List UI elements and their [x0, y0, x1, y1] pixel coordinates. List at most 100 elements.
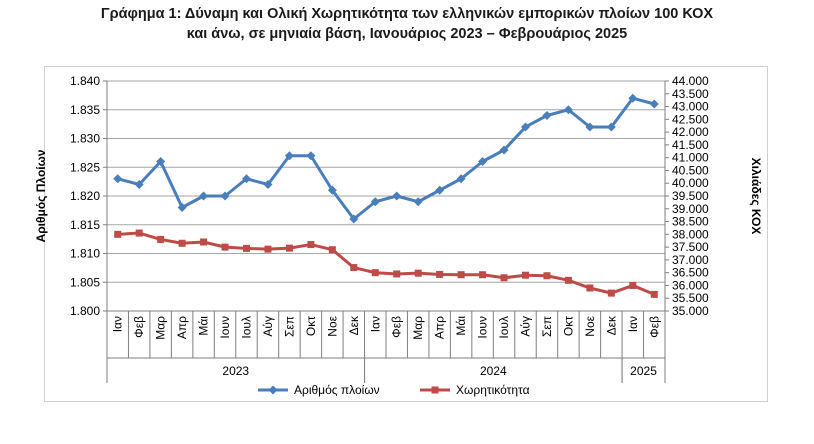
year-label: 2024: [480, 364, 507, 378]
series-point-2: [157, 235, 165, 243]
y-right-tick-label: 42.500: [672, 112, 709, 126]
legend-label: Χωρητικότητα: [456, 383, 530, 397]
series-point-2: [479, 271, 487, 279]
series-point-2: [371, 269, 379, 277]
x-tick-label: Αύγ: [519, 316, 533, 337]
series-point-2: [135, 229, 143, 237]
y-right-tick-label: 38.000: [672, 227, 709, 241]
x-tick-label: Δεκ: [347, 315, 361, 335]
series-point-2: [285, 244, 293, 252]
series-point-1: [242, 174, 251, 184]
x-tick-label: Ιαν: [626, 316, 640, 332]
y-left-tick-label: 1.800: [70, 304, 100, 318]
chart-title-line1: Γράφημα 1: Δύναμη και Ολική Χωρητικότητα…: [100, 6, 714, 22]
y-right-tick-label: 40.500: [672, 163, 709, 177]
y-right-tick-label: 37.000: [672, 253, 709, 267]
legend-swatch-marker: [268, 385, 278, 395]
series-point-2: [586, 284, 594, 292]
legend-label: Αριθμός πλοίων: [294, 383, 380, 397]
x-tick-label: Απρ: [175, 316, 189, 339]
series-point-2: [350, 264, 358, 272]
y-right-tick-label: 41.000: [672, 151, 709, 165]
series-point-1: [156, 157, 166, 166]
y-right-axis-title: Χιλιάδες ΚΟΧ: [749, 158, 763, 235]
series-point-1: [392, 191, 402, 201]
series-point-1: [606, 122, 616, 132]
x-tick-label: Σεπ: [282, 316, 296, 337]
chart-title-line2: και άνω, σε μηνιαία βάση, Ιανουάριος 202…: [186, 26, 628, 42]
series-point-2: [500, 274, 508, 282]
y-right-tick-label: 42.000: [672, 125, 709, 139]
y-right-tick-label: 39.500: [672, 189, 709, 203]
y-right-tick-label: 35.000: [672, 304, 709, 318]
series-point-1: [563, 105, 573, 115]
x-tick-label: Αύγ: [261, 316, 275, 337]
series-point-1: [306, 151, 316, 161]
series-point-2: [114, 230, 122, 238]
series-point-2: [564, 276, 572, 284]
x-tick-label: Νοε: [325, 315, 339, 336]
series-point-2: [393, 270, 401, 278]
y-right-tick-label: 35.500: [672, 291, 709, 305]
chart-frame: [44, 66, 768, 402]
x-tick-label: Ιουν: [218, 316, 232, 339]
y-right-tick-label: 37.500: [672, 240, 709, 254]
series-point-1: [521, 122, 530, 132]
x-tick-label: Φεβ: [647, 316, 661, 338]
series-point-1: [542, 111, 552, 120]
x-tick-label: Φεβ: [390, 316, 404, 338]
y-left-tick-label: 1.820: [70, 189, 100, 203]
y-right-tick-label: 39.000: [672, 202, 709, 216]
y-left-tick-label: 1.840: [70, 74, 100, 88]
x-tick-label: Μάι: [197, 316, 211, 336]
x-tick-label: Ιουν: [476, 316, 490, 339]
series-point-1: [220, 191, 230, 201]
year-label: 2023: [222, 364, 249, 378]
y-right-tick-label: 36.500: [672, 266, 709, 280]
series-point-1: [113, 174, 123, 184]
y-right-tick-label: 36.000: [672, 278, 709, 292]
series-point-1: [349, 214, 359, 224]
x-tick-label: Οκτ: [561, 316, 575, 336]
y-left-tick-label: 1.835: [70, 103, 100, 117]
x-tick-label: Σεπ: [540, 316, 554, 337]
series-point-1: [199, 191, 209, 201]
y-right-tick-label: 41.500: [672, 138, 709, 152]
series-point-1: [413, 197, 423, 207]
y-right-tick-label: 40.000: [672, 176, 709, 190]
y-left-tick-label: 1.810: [70, 247, 100, 261]
series-point-1: [585, 122, 595, 132]
x-tick-label: Δεκ: [604, 315, 618, 335]
series-point-2: [522, 271, 529, 279]
year-label: 2025: [630, 364, 657, 378]
series-point-1: [327, 185, 337, 195]
series-point-1: [370, 197, 380, 207]
y-right-tick-label: 43.000: [672, 100, 709, 114]
x-tick-label: Ιουλ: [497, 316, 511, 339]
legend: Αριθμός πλοίων Χωρητικότητα: [258, 383, 530, 397]
series-point-2: [307, 241, 315, 249]
x-tick-label: Ιαν: [368, 316, 382, 332]
series-line-2: [117, 231, 655, 296]
series-point-2: [243, 244, 250, 252]
series-point-1: [435, 185, 445, 195]
legend-swatch-marker: [431, 386, 439, 394]
series-point-2: [436, 270, 444, 278]
x-tick-label: Οκτ: [304, 316, 318, 336]
series-point-2: [328, 246, 336, 254]
series-point-2: [414, 269, 422, 277]
series-point-1: [649, 99, 659, 109]
x-tick-label: Απρ: [433, 316, 447, 339]
y-left-axis-title: Αριθμός Πλοίων: [34, 149, 48, 242]
gridlines: [107, 80, 665, 312]
series: [113, 93, 659, 298]
y-left-tick-label: 1.805: [70, 275, 100, 289]
series-point-2: [457, 271, 465, 279]
series-point-1: [263, 180, 273, 189]
x-tick-label: Μαρ: [154, 316, 168, 340]
series-point-2: [221, 243, 229, 251]
axes: 1.800 1.805 1.810 1.815 1.820 1.825 1.830 1.835…: [34, 74, 763, 383]
x-tick-label: Μάι: [454, 316, 468, 336]
series-point-2: [264, 245, 272, 253]
